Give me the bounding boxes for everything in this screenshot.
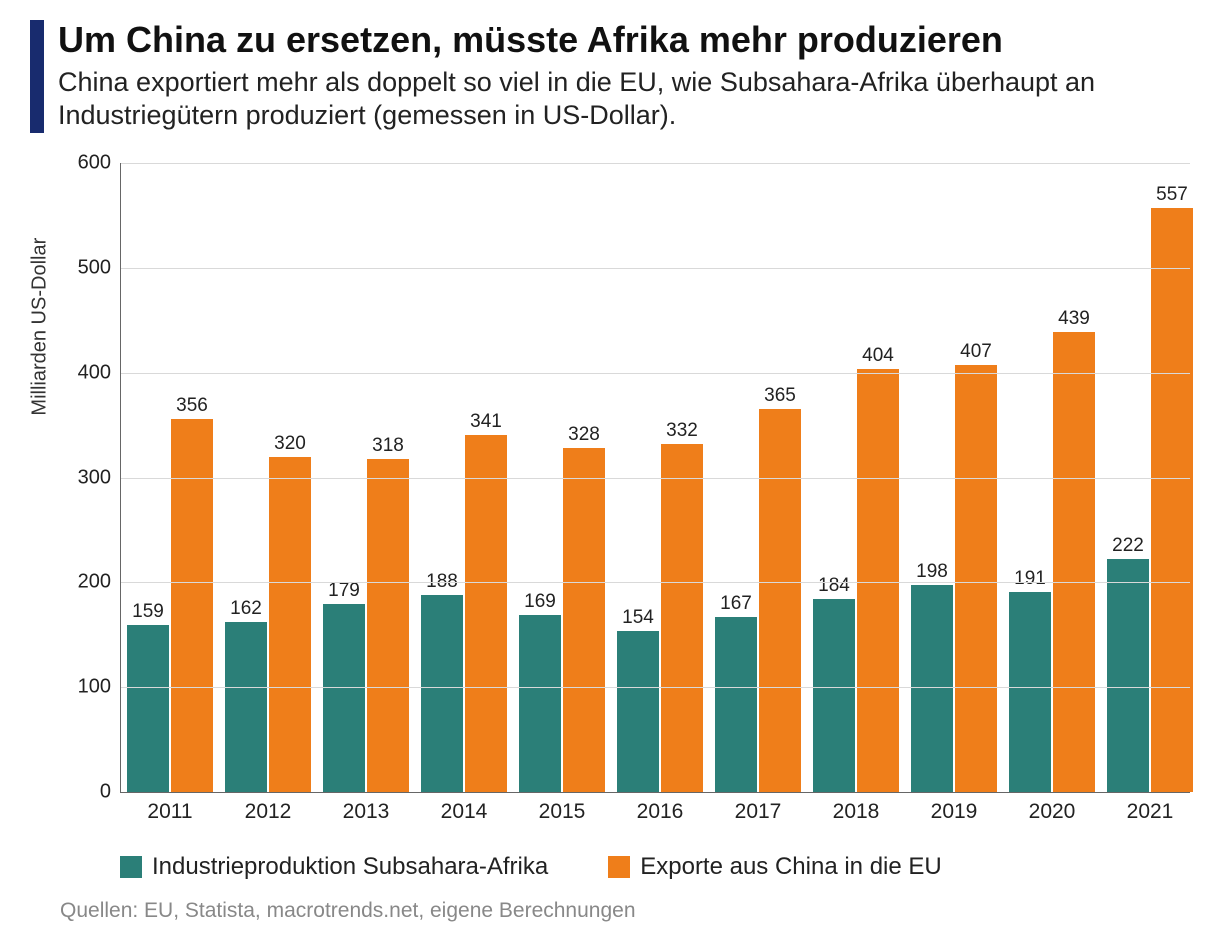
bar-value-label: 439 [1058, 308, 1090, 330]
x-tick-label: 2018 [833, 800, 880, 824]
bar: 332 [661, 444, 703, 792]
legend-label: Industrieproduktion Subsahara-Afrika [152, 853, 548, 881]
bar: 167 [715, 617, 757, 792]
bar: 159 [127, 625, 169, 792]
y-axis-label: Milliarden US-Dollar [29, 238, 52, 416]
y-tick-label: 500 [56, 256, 111, 279]
bar-value-label: 328 [568, 424, 600, 446]
bar: 557 [1151, 208, 1193, 792]
chart-title: Um China zu ersetzen, müsste Afrika mehr… [58, 20, 1200, 60]
plot-area: 1593562011162320201217931820131883412014… [120, 163, 1190, 793]
chart-header: Um China zu ersetzen, müsste Afrika mehr… [30, 20, 1200, 133]
x-tick-label: 2013 [343, 800, 390, 824]
bar: 356 [171, 419, 213, 792]
bar-value-label: 318 [372, 435, 404, 457]
legend-swatch [120, 856, 142, 878]
bar-value-label: 167 [720, 593, 752, 615]
bar: 154 [617, 631, 659, 792]
x-tick-label: 2021 [1127, 800, 1174, 824]
bar: 328 [563, 448, 605, 792]
gridline [121, 478, 1190, 479]
bar-value-label: 184 [818, 575, 850, 597]
legend-label: Exporte aus China in die EU [640, 853, 942, 881]
bar-value-label: 407 [960, 341, 992, 363]
x-tick-label: 2012 [245, 800, 292, 824]
bar: 365 [759, 409, 801, 792]
bar-value-label: 154 [622, 607, 654, 629]
y-tick-label: 200 [56, 571, 111, 594]
gridline [121, 687, 1190, 688]
bar: 179 [323, 604, 365, 792]
bar-value-label: 404 [862, 345, 894, 367]
x-tick-label: 2011 [147, 800, 192, 824]
y-tick-label: 400 [56, 361, 111, 384]
bar-value-label: 320 [274, 433, 306, 455]
bar: 188 [421, 595, 463, 792]
accent-bar [30, 20, 44, 133]
gridline [121, 163, 1190, 164]
bar-value-label: 332 [666, 420, 698, 442]
bar-value-label: 557 [1156, 184, 1188, 206]
bar-value-label: 162 [230, 598, 262, 620]
bar-value-label: 191 [1014, 568, 1046, 590]
bar-value-label: 159 [132, 601, 164, 623]
x-tick-label: 2016 [637, 800, 684, 824]
gridline [121, 582, 1190, 583]
chart-area: Milliarden US-Dollar 1593562011162320201… [60, 153, 1190, 833]
x-tick-label: 2014 [441, 800, 488, 824]
gridline [121, 373, 1190, 374]
bar: 162 [225, 622, 267, 792]
bar: 184 [813, 599, 855, 792]
bar: 341 [465, 435, 507, 792]
bar-value-label: 222 [1112, 535, 1144, 557]
x-tick-label: 2017 [735, 800, 782, 824]
legend-swatch [608, 856, 630, 878]
sources-text: Quellen: EU, Statista, macrotrends.net, … [60, 899, 1200, 923]
y-tick-label: 100 [56, 676, 111, 699]
bar: 191 [1009, 592, 1051, 792]
x-tick-label: 2015 [539, 800, 586, 824]
x-tick-label: 2020 [1029, 800, 1076, 824]
bar-value-label: 179 [328, 580, 360, 602]
legend-item: Industrieproduktion Subsahara-Afrika [120, 853, 548, 881]
bar-value-label: 198 [916, 561, 948, 583]
bar: 407 [955, 365, 997, 792]
legend: Industrieproduktion Subsahara-Afrika Expo… [120, 853, 1200, 881]
bar-value-label: 169 [524, 591, 556, 613]
bar: 169 [519, 615, 561, 792]
bar-value-label: 365 [764, 385, 796, 407]
bar: 404 [857, 369, 899, 793]
x-tick-label: 2019 [931, 800, 978, 824]
bar: 318 [367, 459, 409, 792]
y-tick-label: 300 [56, 466, 111, 489]
chart-subtitle: China exportiert mehr als doppelt so vie… [58, 66, 1200, 134]
bar: 198 [911, 585, 953, 793]
title-block: Um China zu ersetzen, müsste Afrika mehr… [58, 20, 1200, 133]
gridline [121, 268, 1190, 269]
bar-value-label: 341 [470, 411, 502, 433]
y-tick-label: 600 [56, 152, 111, 175]
bar: 222 [1107, 559, 1149, 792]
y-tick-label: 0 [56, 781, 111, 804]
legend-item: Exporte aus China in die EU [608, 853, 942, 881]
bar: 439 [1053, 332, 1095, 792]
bar: 320 [269, 457, 311, 792]
bar-value-label: 356 [176, 395, 208, 417]
